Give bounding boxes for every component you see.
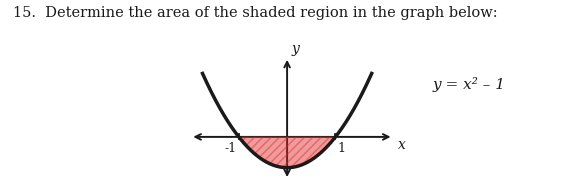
Text: y: y: [292, 42, 300, 56]
Text: x: x: [398, 138, 406, 152]
Text: y = x² – 1: y = x² – 1: [432, 77, 505, 92]
Text: -1: -1: [224, 143, 237, 155]
Text: 15.  Determine the area of the shaded region in the graph below:: 15. Determine the area of the shaded reg…: [13, 6, 498, 20]
Text: 1: 1: [338, 143, 346, 155]
